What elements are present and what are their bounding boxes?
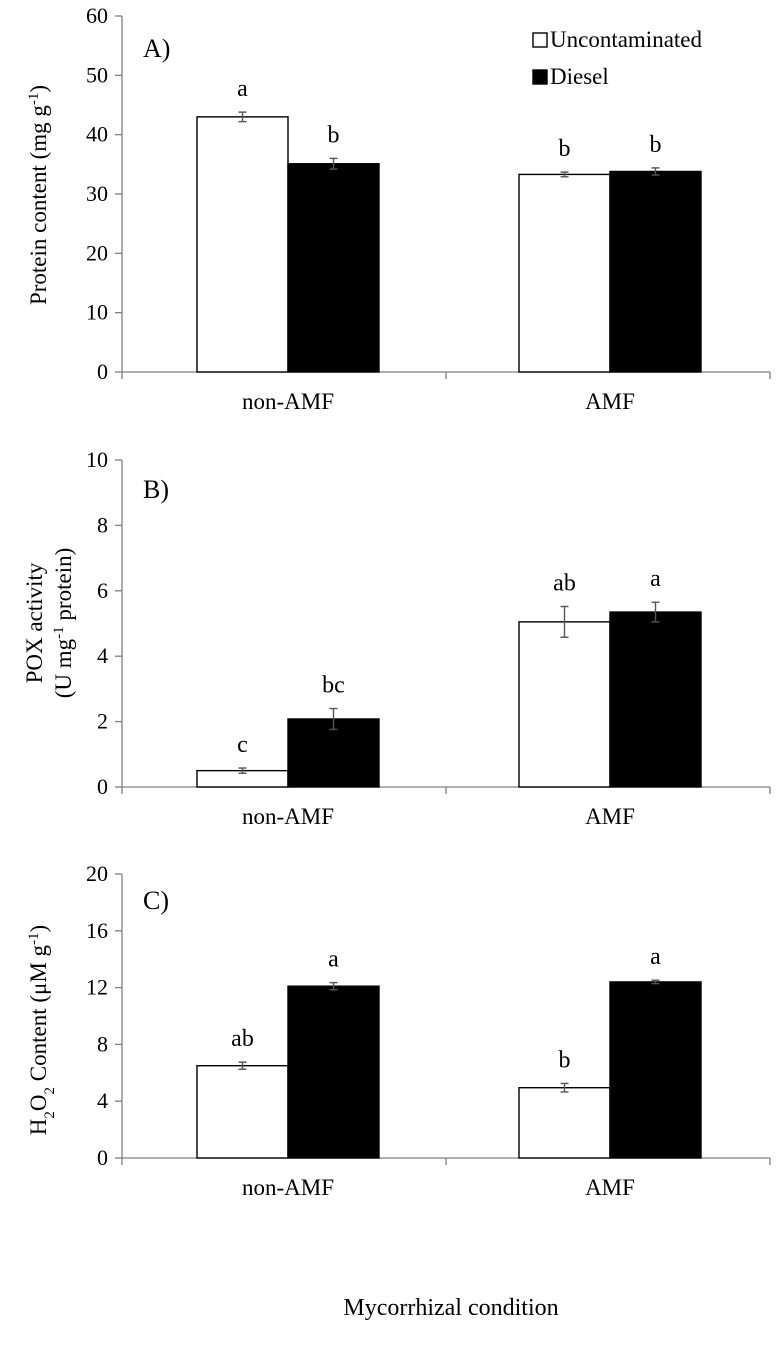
y-tick-label: 20 <box>86 861 108 886</box>
panel-b-y-axis-title-line1: POX activity <box>22 562 47 683</box>
bar-diesel-non-amf <box>287 718 380 788</box>
panel-a-y-axis-title-sup: -1 <box>26 93 42 106</box>
legend-swatch-uncontaminated <box>532 32 548 48</box>
y-tick-label: 0 <box>97 359 108 384</box>
bar-uncontaminated-non-amf <box>196 116 289 373</box>
significance-letter: bc <box>322 673 345 699</box>
category-label-non-amf: non-AMF <box>242 389 334 414</box>
panel-a-label: A) <box>143 34 170 63</box>
y-tick-label: 40 <box>86 122 108 147</box>
significance-letter: a <box>237 76 248 102</box>
significance-letter: b <box>650 132 662 158</box>
significance-letter: c <box>237 732 248 758</box>
y-tick-label: 10 <box>86 300 108 325</box>
panel-b-y-axis-title-line2-sup: -1 <box>51 626 67 639</box>
panel-a-y-axis-title-end: ) <box>26 85 51 93</box>
y-tick-label: 8 <box>97 1031 108 1056</box>
bar-uncontaminated-amf <box>518 173 611 373</box>
y-tick-label: 50 <box>86 62 108 87</box>
y-tick-label: 12 <box>86 975 108 1000</box>
y-tick-label: 10 <box>86 447 108 472</box>
panel-c-y-axis-title: H2O2 Content (μM g-1) <box>26 925 58 1135</box>
y-tick-label: 0 <box>97 1145 108 1170</box>
category-label-amf: AMF <box>585 1175 635 1200</box>
y-tick-label: 6 <box>97 578 108 603</box>
y-tick-label: 16 <box>86 918 108 943</box>
y-tick-label: 2 <box>97 709 108 734</box>
panel-b-y-axis-title-line2-pre: (U mg <box>51 638 76 698</box>
legend-label-uncontaminated: Uncontaminated <box>550 27 703 52</box>
panel-a-y-axis-title: Protein content (mg g-1) <box>26 85 51 305</box>
bar-diesel-amf <box>609 981 702 1159</box>
panel-b-y-axis-title-line2-post: protein) <box>51 548 76 627</box>
bar-diesel-amf <box>609 170 702 373</box>
panel-c-plot: 0 4 8 12 16 20 non-AMF AMF ab b a a <box>86 861 771 1200</box>
panel-c-label: C) <box>143 886 169 915</box>
legend-label-diesel: Diesel <box>550 64 609 89</box>
y-tick-label: 8 <box>97 512 108 537</box>
significance-letter: a <box>328 947 339 973</box>
panel-a-plot: 0 10 20 30 40 50 60 non-AMF AMF a b b b <box>86 3 771 414</box>
legend: Uncontaminated Diesel <box>532 27 703 89</box>
panel-a: A) Protein content (mg g-1) 0 10 20 30 40 50 6… <box>26 3 771 414</box>
y-tick-label: 4 <box>97 1088 108 1113</box>
significance-letter: b <box>559 1047 571 1073</box>
panel-b: B) POX activity (U mg-1 protein) 0 2 4 6 8 10… <box>22 447 771 829</box>
bar-diesel-non-amf <box>287 163 380 373</box>
legend-swatch-diesel <box>532 69 548 85</box>
y-tick-label: 60 <box>86 3 108 28</box>
x-axis-title: Mycorrhizal condition <box>343 1295 558 1321</box>
panel-c-y-axis-title-sub1: 2 <box>42 1111 58 1119</box>
panel-a-y-axis-title-main: Protein content (mg g <box>26 105 51 305</box>
panel-c-y-axis-title-rest: Content (μM g <box>26 944 51 1087</box>
significance-letter: b <box>328 122 340 148</box>
panel-b-y-axis-title-line2: (U mg-1 protein) <box>51 548 76 698</box>
bar-uncontaminated-non-amf <box>196 1064 289 1159</box>
panel-b-label: B) <box>143 475 169 504</box>
y-tick-label: 0 <box>97 774 108 799</box>
panel-b-plot: 0 2 4 6 8 10 non-AMF AMF c ab bc a <box>86 447 771 829</box>
significance-letter: a <box>650 944 661 970</box>
y-tick-label: 30 <box>86 181 108 206</box>
significance-letter: ab <box>553 570 576 596</box>
panel-c-y-axis-title-h: H <box>26 1119 51 1136</box>
panel-c: C) H2O2 Content (μM g-1) 048121620non-AM… <box>26 861 771 1321</box>
category-label-non-amf: non-AMF <box>242 804 334 829</box>
y-tick-label: 4 <box>97 643 108 668</box>
bar-diesel-non-amf <box>287 985 380 1159</box>
category-label-non-amf: non-AMF <box>242 1175 334 1200</box>
category-label-amf: AMF <box>585 804 635 829</box>
category-label-amf: AMF <box>585 389 635 414</box>
panel-c-y-axis-title-end: ) <box>26 925 51 933</box>
bar-diesel-amf <box>609 611 702 788</box>
y-tick-label: 20 <box>86 240 108 265</box>
significance-letter: b <box>559 136 571 162</box>
panel-c-y-axis-title-sup: -1 <box>26 932 42 945</box>
panel-c-y-axis-title-sub2: 2 <box>42 1087 58 1095</box>
panel-c-y-axis-title-o: O <box>26 1094 51 1111</box>
significance-letter: ab <box>231 1026 254 1052</box>
bar-uncontaminated-amf <box>518 621 611 788</box>
bar-uncontaminated-amf <box>518 1087 611 1159</box>
significance-letter: a <box>650 566 661 592</box>
